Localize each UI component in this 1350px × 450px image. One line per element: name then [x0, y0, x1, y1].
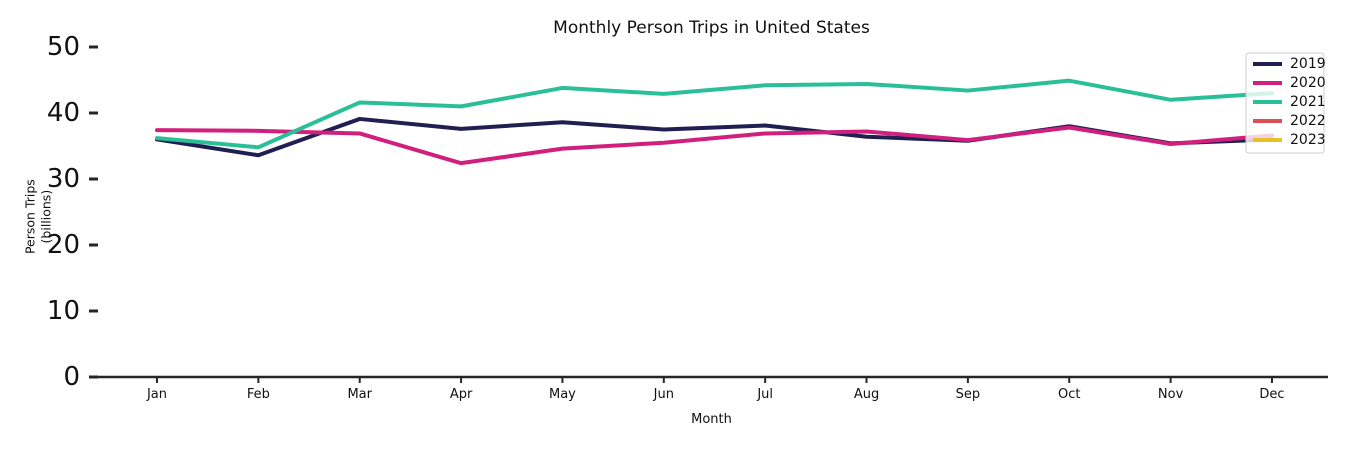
legend-item-2020: 2020	[1253, 75, 1326, 91]
legend-label-2022: 2022	[1290, 113, 1326, 129]
legend-label-2019: 2019	[1290, 56, 1326, 72]
y-tick-label: 50	[47, 32, 80, 62]
legend-item-2019: 2019	[1253, 56, 1326, 72]
series-line-2020	[155, 125, 1274, 166]
x-tick-label: Mar	[347, 387, 372, 402]
x-tick-label: Nov	[1158, 387, 1184, 402]
x-tick-label: Jul	[756, 387, 773, 402]
x-tick-label: Oct	[1058, 387, 1080, 402]
legend-label-2020: 2020	[1290, 75, 1326, 91]
x-tick-label: Apr	[450, 387, 473, 402]
legend-label-2023: 2023	[1290, 132, 1326, 148]
x-tick-label: Aug	[854, 387, 879, 402]
x-tick-label: May	[549, 387, 576, 402]
legend: 2019 2020 2021 2022 2023	[1245, 52, 1326, 154]
x-tick-label: Dec	[1259, 387, 1284, 402]
x-tick-label: Feb	[247, 387, 270, 402]
y-tick-label: 20	[47, 230, 80, 260]
y-tick-label: 10	[47, 296, 80, 326]
series-line-2021	[155, 78, 1274, 150]
legend-box	[1245, 52, 1325, 154]
legend-item-2021: 2021	[1253, 94, 1326, 110]
chart-title: Monthly Person Trips in United States	[553, 18, 870, 38]
x-tick-label: Sep	[956, 387, 981, 402]
y-tick-label: 40	[47, 98, 80, 128]
y-tick-label: 30	[47, 164, 80, 194]
x-tick-label: Jan	[146, 387, 167, 402]
x-axis-label: Month	[691, 412, 732, 427]
x-tick-label: Jun	[653, 387, 674, 402]
legend-label-2021: 2021	[1290, 94, 1326, 110]
legend-item-2022: 2022	[1253, 113, 1326, 129]
legend-item-2023: 2023	[1253, 132, 1326, 148]
y-tick-label: 0	[63, 362, 80, 392]
